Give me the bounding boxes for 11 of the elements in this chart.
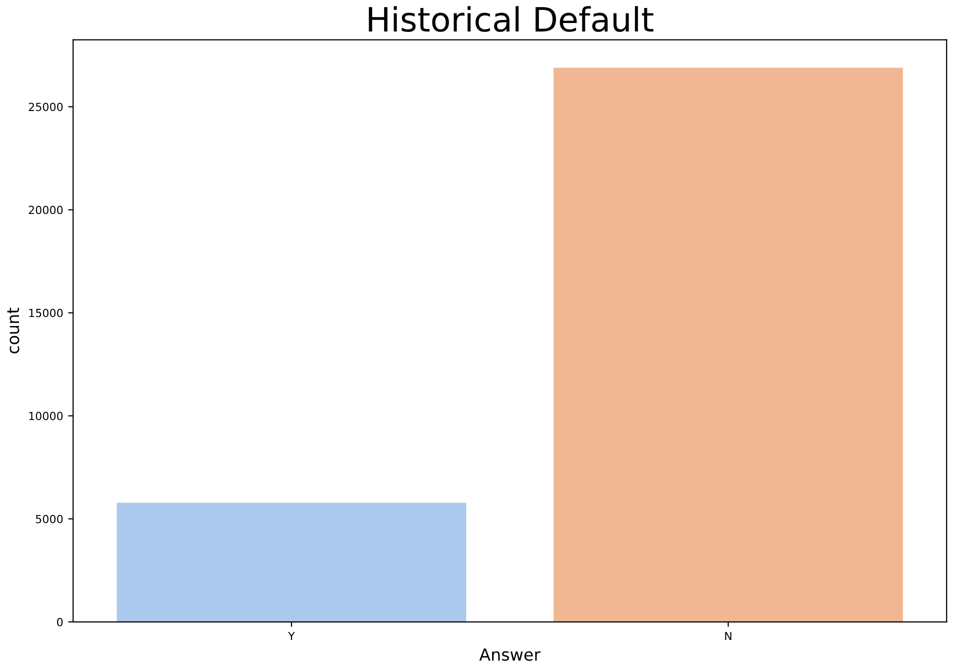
- chart-title: Historical Default: [368, 6, 654, 32]
- y-tick-label: 0: [57, 618, 63, 626]
- x-tick-label: N: [725, 632, 732, 640]
- x-tick-label: Y: [288, 632, 295, 640]
- y-tick-label: 10000: [29, 412, 63, 420]
- y-tick-label: 25000: [28, 102, 63, 112]
- y-tick-label: 20000: [28, 206, 63, 214]
- y-axis-title: count: [7, 308, 20, 354]
- y-tick-label: 5000: [36, 514, 63, 524]
- y-tick-label: 15000: [29, 308, 63, 318]
- x-axis-title: Answer: [479, 648, 541, 661]
